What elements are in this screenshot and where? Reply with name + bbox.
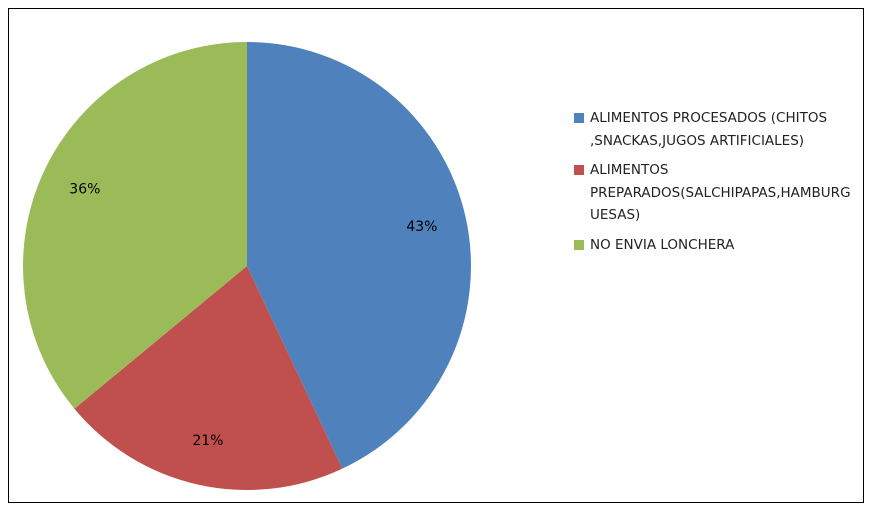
legend-swatch — [574, 113, 584, 123]
data-label: 21% — [192, 433, 223, 449]
data-label: 43% — [406, 219, 437, 235]
legend-item: ALIMENTOS PREPARADOS(SALCHIPAPAS,HAMBURG… — [574, 159, 852, 227]
legend-item: NO ENVIA LONCHERA — [574, 234, 852, 257]
data-label: 36% — [69, 182, 100, 198]
legend-label: NO ENVIA LONCHERA — [590, 236, 735, 253]
legend-label: ALIMENTOS PREPARADOS(SALCHIPAPAS,HAMBURG… — [590, 162, 851, 223]
legend-swatch — [574, 239, 584, 250]
legend-item: ALIMENTOS PROCESADOS (CHITOS ,SNACKAS,JU… — [574, 107, 852, 152]
pie-slice — [74, 266, 343, 490]
legend-label: ALIMENTOS PROCESADOS (CHITOS ,SNACKAS,JU… — [590, 110, 828, 149]
chart-frame — [8, 8, 864, 503]
pie-slice — [23, 42, 248, 409]
pie-slice — [247, 42, 472, 469]
legend-swatch — [574, 165, 584, 175]
legend: ALIMENTOS PROCESADOS (CHITOS ,SNACKAS,JU… — [574, 107, 872, 263]
